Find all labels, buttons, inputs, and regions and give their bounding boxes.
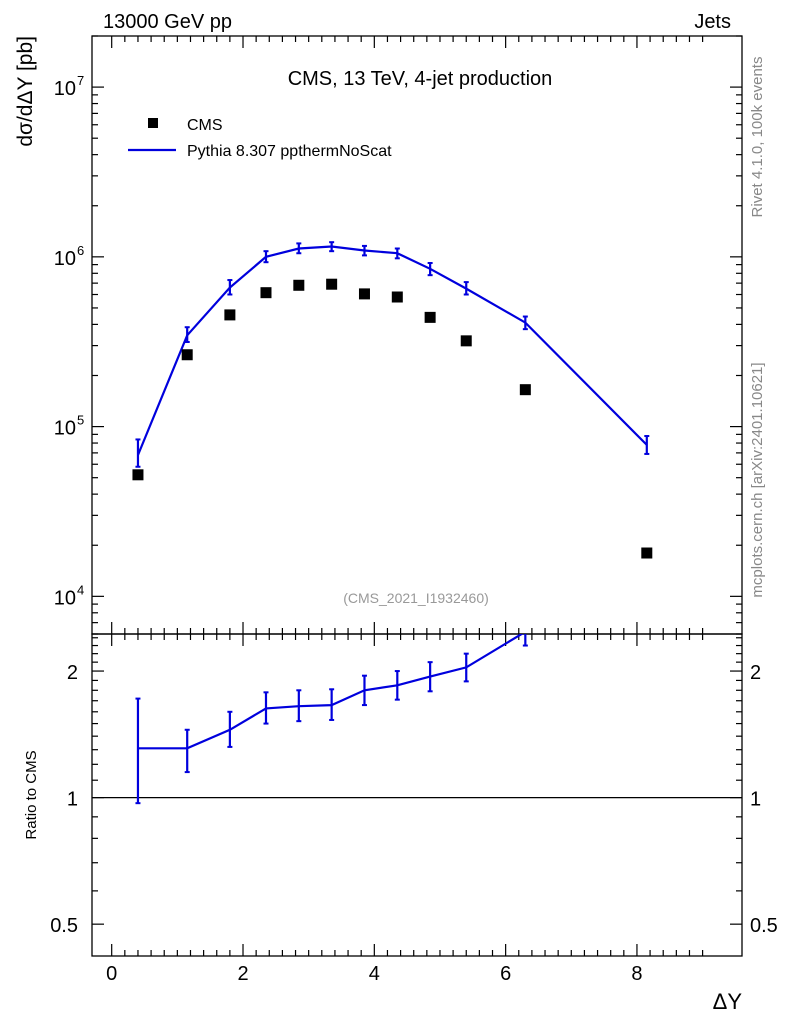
main-data-point bbox=[326, 278, 338, 290]
ratio-y-tick-label-right: 1 bbox=[750, 789, 761, 811]
ratio-y-ticks: 0.5 0.5 1 1 2 2 bbox=[50, 637, 778, 937]
ratio-y-tick-label: 2 bbox=[67, 662, 78, 684]
main-y-axis-label: dσ/dΔY [pb] bbox=[14, 36, 37, 147]
main-data-point bbox=[181, 349, 193, 361]
main-data-point bbox=[132, 469, 144, 481]
legend-cms-label: CMS bbox=[187, 117, 223, 134]
main-mc-error-bars bbox=[135, 241, 650, 468]
side-label-mcplots: mcplots.cern.ch [arXiv:2401.10621] bbox=[749, 362, 766, 597]
x-tick-label: 4 bbox=[369, 963, 380, 985]
main-y-tick-label: 10 bbox=[54, 248, 76, 270]
legend-pythia-label: Pythia 8.307 ppthermNoScat bbox=[187, 143, 392, 160]
main-data-point bbox=[358, 288, 370, 300]
ratio-y-tick-label-right: 0.5 bbox=[750, 915, 778, 937]
main-data-point bbox=[293, 279, 305, 291]
main-y-tick-label: 10 bbox=[54, 587, 76, 609]
ratio-panel: 0.5 0.5 1 1 2 2 0 2 4 6 8 Ratio to CMS ΔY bbox=[23, 633, 778, 1014]
x-tick-label: 2 bbox=[237, 963, 248, 985]
main-x-ticks bbox=[111, 36, 704, 634]
main-y-tick-exponent: 7 bbox=[77, 73, 84, 88]
main-data-point bbox=[224, 309, 236, 321]
legend: CMS Pythia 8.307 ppthermNoScat bbox=[128, 117, 392, 160]
ratio-y-axis-label: Ratio to CMS bbox=[23, 750, 40, 839]
side-label-rivet: Rivet 4.1.0, 100k events bbox=[749, 57, 766, 218]
ratio-line bbox=[138, 634, 524, 750]
header-right-label: Jets bbox=[694, 11, 731, 33]
ratio-panel-frame bbox=[91, 633, 743, 957]
analysis-watermark: (CMS_2021_I1932460) bbox=[343, 590, 489, 606]
legend-cms-marker bbox=[148, 118, 158, 128]
main-y-tick-exponent: 4 bbox=[77, 582, 84, 597]
x-tick-label: 6 bbox=[500, 963, 511, 985]
main-y-tick-exponent: 6 bbox=[77, 243, 84, 258]
ratio-y-tick-label: 1 bbox=[67, 789, 78, 811]
ratio-x-ticks: 0 2 4 6 8 bbox=[106, 634, 704, 985]
main-chart-title: CMS, 13 TeV, 4-jet production bbox=[288, 68, 553, 90]
main-y-tick-exponent: 5 bbox=[77, 413, 84, 428]
main-mc-line bbox=[136, 245, 648, 456]
main-data-point bbox=[641, 547, 653, 559]
main-y-tick-label: 10 bbox=[54, 418, 76, 440]
main-data-point bbox=[391, 291, 403, 303]
main-data-points bbox=[132, 278, 653, 559]
ratio-error-bars bbox=[135, 634, 528, 805]
x-axis-label: ΔY bbox=[713, 989, 743, 1014]
main-y-tick-label: 10 bbox=[54, 78, 76, 100]
header-left-label: 13000 GeV pp bbox=[103, 11, 232, 33]
main-data-point bbox=[424, 311, 436, 323]
main-data-point bbox=[260, 287, 272, 299]
x-tick-label: 8 bbox=[631, 963, 642, 985]
ratio-y-tick-label: 0.5 bbox=[50, 915, 78, 937]
ratio-y-tick-label-right: 2 bbox=[750, 662, 761, 684]
main-data-point bbox=[460, 335, 472, 347]
x-tick-label: 0 bbox=[106, 963, 117, 985]
main-data-point bbox=[519, 384, 531, 396]
